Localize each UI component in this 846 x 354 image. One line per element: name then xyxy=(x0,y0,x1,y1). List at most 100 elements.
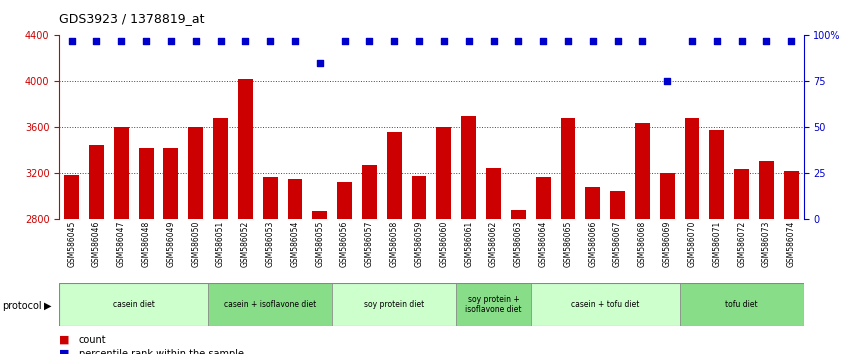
Point xyxy=(462,38,475,44)
Text: GSM586052: GSM586052 xyxy=(241,221,250,267)
Bar xyxy=(312,211,327,354)
Bar xyxy=(684,118,700,354)
Point xyxy=(412,38,426,44)
Point xyxy=(760,38,773,44)
Text: GSM586056: GSM586056 xyxy=(340,221,349,267)
Bar xyxy=(759,161,774,354)
Bar xyxy=(288,179,302,354)
Bar xyxy=(332,283,456,326)
Text: soy protein +
isoflavone diet: soy protein + isoflavone diet xyxy=(465,295,522,314)
Bar xyxy=(585,187,600,354)
Text: tofu diet: tofu diet xyxy=(725,300,758,309)
Bar xyxy=(456,283,530,326)
Point xyxy=(90,38,103,44)
Point xyxy=(561,38,574,44)
Bar xyxy=(59,283,208,326)
Text: casein diet: casein diet xyxy=(113,300,155,309)
Point xyxy=(685,38,699,44)
Bar xyxy=(139,148,153,354)
Text: GSM586063: GSM586063 xyxy=(514,221,523,267)
Text: GSM586055: GSM586055 xyxy=(316,221,324,267)
Text: GSM586066: GSM586066 xyxy=(588,221,597,267)
Bar xyxy=(734,169,749,354)
Text: GSM586045: GSM586045 xyxy=(67,221,76,267)
Text: ▶: ▶ xyxy=(44,301,52,311)
Text: GSM586069: GSM586069 xyxy=(662,221,672,267)
Text: GSM586053: GSM586053 xyxy=(266,221,275,267)
Text: casein + isoflavone diet: casein + isoflavone diet xyxy=(224,300,316,309)
Text: GSM586068: GSM586068 xyxy=(638,221,647,267)
Text: GSM586047: GSM586047 xyxy=(117,221,126,267)
Bar xyxy=(114,127,129,354)
Point xyxy=(635,38,649,44)
Bar xyxy=(635,123,650,354)
Text: GSM586070: GSM586070 xyxy=(688,221,696,267)
Text: GSM586051: GSM586051 xyxy=(216,221,225,267)
Bar xyxy=(412,176,426,354)
Point xyxy=(586,38,600,44)
Text: GSM586062: GSM586062 xyxy=(489,221,498,267)
Point xyxy=(735,38,749,44)
Point xyxy=(363,38,376,44)
Point xyxy=(611,38,624,44)
Bar xyxy=(784,171,799,354)
Text: GSM586060: GSM586060 xyxy=(439,221,448,267)
Bar xyxy=(710,130,724,354)
Bar xyxy=(387,132,402,354)
Text: GSM586067: GSM586067 xyxy=(613,221,622,267)
Point xyxy=(486,38,500,44)
Bar xyxy=(89,145,104,354)
Bar xyxy=(660,173,674,354)
Bar xyxy=(163,148,179,354)
Bar xyxy=(189,127,203,354)
Text: percentile rank within the sample: percentile rank within the sample xyxy=(79,349,244,354)
Bar xyxy=(64,175,79,354)
Text: GSM586065: GSM586065 xyxy=(563,221,573,267)
Bar xyxy=(238,79,253,354)
Point xyxy=(288,38,302,44)
Text: GSM586064: GSM586064 xyxy=(539,221,547,267)
Text: ■: ■ xyxy=(59,335,69,344)
Point xyxy=(784,38,798,44)
Bar xyxy=(561,118,575,354)
Text: GSM586073: GSM586073 xyxy=(762,221,771,267)
Point xyxy=(263,38,277,44)
Point xyxy=(661,79,674,84)
Text: ■: ■ xyxy=(59,349,69,354)
Point xyxy=(512,38,525,44)
Bar xyxy=(213,118,228,354)
Point xyxy=(189,38,202,44)
Text: count: count xyxy=(79,335,107,344)
Bar xyxy=(530,283,679,326)
Text: GSM586074: GSM586074 xyxy=(787,221,796,267)
Bar xyxy=(208,283,332,326)
Bar xyxy=(338,182,352,354)
Text: GDS3923 / 1378819_at: GDS3923 / 1378819_at xyxy=(59,12,205,25)
Text: GSM586048: GSM586048 xyxy=(141,221,151,267)
Text: GSM586049: GSM586049 xyxy=(167,221,175,267)
Text: GSM586054: GSM586054 xyxy=(290,221,299,267)
Text: GSM586071: GSM586071 xyxy=(712,221,722,267)
Text: casein + tofu diet: casein + tofu diet xyxy=(571,300,640,309)
Text: GSM586072: GSM586072 xyxy=(737,221,746,267)
Point xyxy=(239,38,252,44)
Bar xyxy=(362,165,376,354)
Bar xyxy=(536,177,551,354)
Point xyxy=(338,38,351,44)
Point xyxy=(437,38,451,44)
Point xyxy=(214,38,228,44)
Point xyxy=(313,60,327,66)
Bar xyxy=(263,177,277,354)
Text: GSM586058: GSM586058 xyxy=(390,221,398,267)
Point xyxy=(164,38,178,44)
Point xyxy=(387,38,401,44)
Bar xyxy=(461,116,476,354)
Point xyxy=(114,38,128,44)
Bar xyxy=(437,127,451,354)
Text: soy protein diet: soy protein diet xyxy=(364,300,425,309)
Point xyxy=(710,38,723,44)
Text: protocol: protocol xyxy=(2,301,41,311)
Bar xyxy=(610,191,625,354)
Point xyxy=(65,38,79,44)
Bar xyxy=(679,283,804,326)
